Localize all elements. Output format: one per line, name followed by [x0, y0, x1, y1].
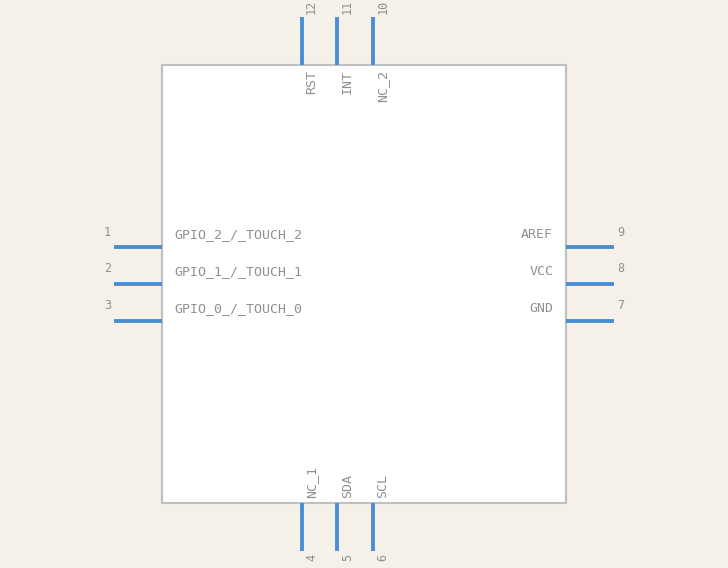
Text: NC_1: NC_1	[305, 466, 318, 498]
Text: SDA: SDA	[341, 474, 354, 498]
Text: 5: 5	[341, 554, 354, 562]
Text: GPIO_2_/_TOUCH_2: GPIO_2_/_TOUCH_2	[175, 228, 303, 241]
Text: RST: RST	[305, 70, 318, 94]
Text: 1: 1	[104, 225, 111, 239]
Text: GPIO_1_/_TOUCH_1: GPIO_1_/_TOUCH_1	[175, 265, 303, 278]
Text: 6: 6	[376, 554, 389, 562]
Text: 8: 8	[617, 262, 624, 275]
Text: VCC: VCC	[529, 265, 553, 278]
Text: GPIO_0_/_TOUCH_0: GPIO_0_/_TOUCH_0	[175, 302, 303, 315]
Text: 4: 4	[305, 554, 318, 562]
Text: NC_2: NC_2	[376, 70, 389, 102]
Text: 10: 10	[376, 0, 389, 14]
Bar	[162, 65, 566, 503]
Text: SCL: SCL	[376, 474, 389, 498]
Text: 9: 9	[617, 225, 624, 239]
Text: 12: 12	[305, 0, 318, 14]
Text: 3: 3	[104, 299, 111, 312]
Text: INT: INT	[341, 70, 354, 94]
Text: GND: GND	[529, 302, 553, 315]
Text: 2: 2	[104, 262, 111, 275]
Text: AREF: AREF	[521, 228, 553, 241]
Text: 11: 11	[341, 0, 354, 14]
Text: 7: 7	[617, 299, 624, 312]
